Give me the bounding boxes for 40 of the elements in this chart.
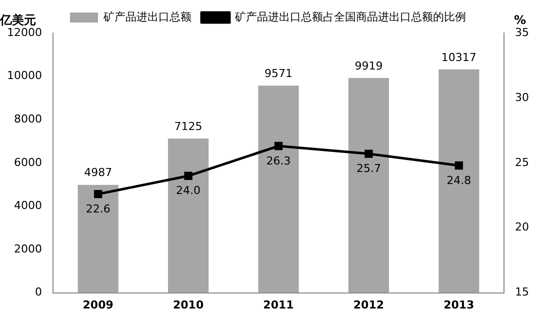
y2-tick-label: 35 [515,26,530,39]
bar [438,69,480,293]
bar [78,184,118,293]
y2-tick-label: 15 [515,286,530,299]
bar [348,78,389,293]
y2-tick-label: 20 [515,220,530,234]
data-label: 26.3 [266,154,291,168]
y-tick-label: 8000 [14,112,42,126]
x-tick-label: 2011 [263,298,294,312]
data-label: 9919 [354,59,383,72]
bar [168,138,209,293]
x-tick-label: 2010 [172,298,204,312]
point [364,150,373,158]
data-label: 9571 [264,66,292,80]
y2-axis-title: % [514,13,526,28]
y2-tick-label: 30 [515,90,530,104]
point [94,190,102,198]
y2-tick-label: 25 [515,156,530,169]
point [454,161,463,170]
y-tick-label: 0 [34,286,42,299]
data-label: 10317 [441,50,476,64]
data-label: 7125 [174,120,202,133]
y-tick-label: 6000 [14,156,42,169]
point [184,172,192,180]
y-tick-label: 2000 [14,242,42,256]
data-label: 24.8 [446,174,472,187]
data-label: 25.7 [356,162,381,176]
data-label: 4987 [84,166,112,180]
y-tick-label: 10000 [6,69,42,82]
data-label: 22.6 [86,202,110,216]
x-tick-label: 2012 [353,298,384,312]
x-tick-label: 2013 [444,298,474,312]
x-tick-label: 2009 [82,298,114,312]
y-tick-label: 12000 [6,26,42,39]
legend-label: 矿产品进出口总额占全国商品进出口总额的比例 [234,10,466,24]
legend-label: 矿产品进出口总额 [102,10,192,24]
y-tick-label: 4000 [14,199,42,212]
point [274,142,283,150]
data-label: 24.0 [176,184,201,198]
bar [258,86,299,293]
